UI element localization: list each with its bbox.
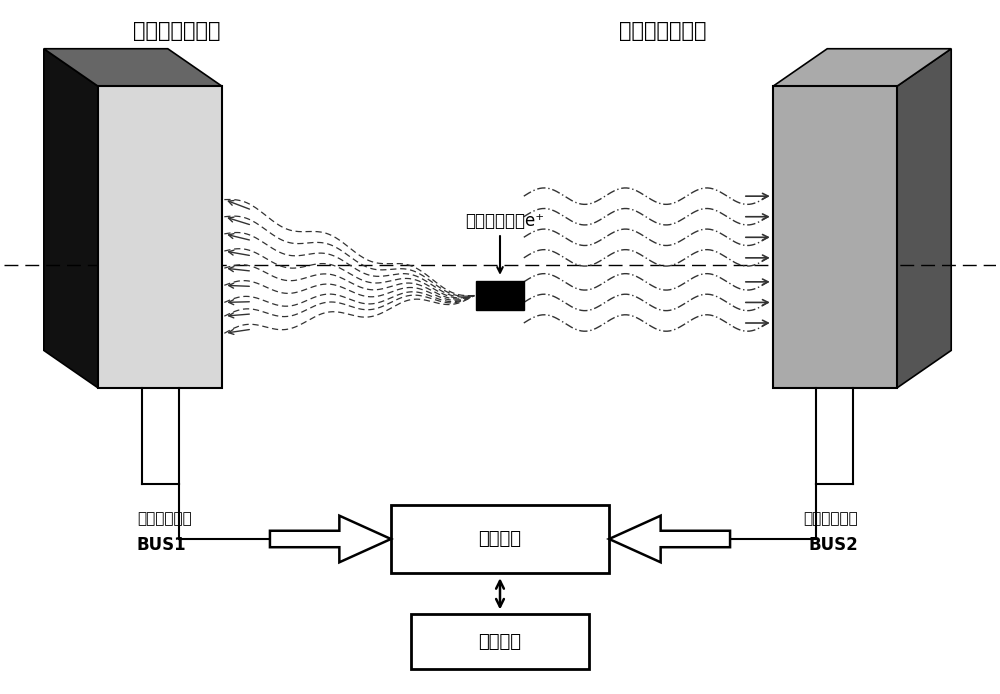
Polygon shape: [270, 516, 391, 562]
Polygon shape: [773, 49, 951, 87]
Bar: [411, 614, 589, 669]
Bar: [476, 281, 524, 310]
Polygon shape: [609, 516, 730, 562]
Text: 多通道数据线: 多通道数据线: [137, 511, 192, 527]
Polygon shape: [44, 49, 222, 87]
Text: BUS2: BUS2: [808, 536, 858, 554]
Text: 符合系统: 符合系统: [479, 530, 522, 548]
Text: 第一固定探测器: 第一固定探测器: [133, 22, 221, 42]
Text: 多通道数据线: 多通道数据线: [803, 511, 858, 527]
Bar: [391, 505, 609, 573]
Text: BUS1: BUS1: [137, 536, 186, 554]
Text: 定位系统: 定位系统: [479, 633, 522, 651]
Polygon shape: [44, 49, 98, 388]
Polygon shape: [98, 87, 222, 388]
Text: 第二固定探测器: 第二固定探测器: [619, 22, 706, 42]
Polygon shape: [897, 49, 951, 388]
Polygon shape: [773, 87, 897, 388]
Text: （正电子源）e⁺: （正电子源）e⁺: [465, 212, 545, 230]
